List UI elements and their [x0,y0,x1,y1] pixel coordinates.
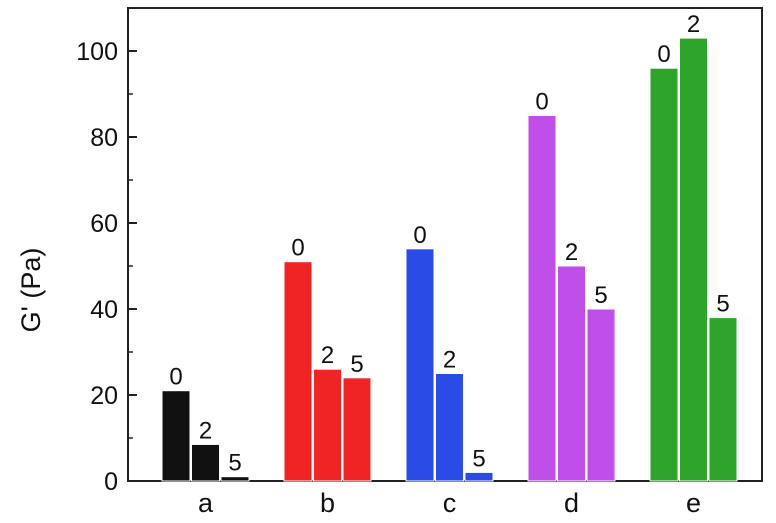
bar [342,377,372,482]
bar-data-label: 2 [443,347,456,374]
y-tick-label: 20 [90,382,118,410]
bar-data-label: 5 [594,282,607,309]
bar [191,443,220,482]
bar [220,476,250,482]
x-tick-label: d [564,488,579,518]
bar [649,67,679,482]
y-tick-label: 40 [90,296,118,324]
bar-data-label: 0 [535,89,548,116]
bar-data-label: 5 [350,351,363,378]
bar [283,261,313,482]
bar [527,115,557,482]
bar-data-label: 2 [321,342,334,369]
x-tick-label: c [443,488,457,518]
bar-data-label: 2 [565,239,578,266]
bar-data-label: 0 [657,41,670,68]
bar-data-label: 0 [291,235,304,262]
x-tick-label: a [198,488,214,518]
y-tick-label: 60 [90,210,118,238]
x-tick-label: b [320,488,335,518]
y-tick-label: 100 [76,38,118,66]
bar [464,471,494,482]
y-tick-label: 0 [104,468,118,496]
bar-data-label: 5 [228,450,241,477]
bar [405,248,435,482]
bar-data-label: 0 [169,364,182,391]
bar-data-label: 5 [472,445,485,472]
bar-data-label: 2 [199,417,212,444]
bar [557,265,586,482]
y-tick-label: 80 [90,124,118,152]
y-axis-title: G' (Pa) [16,248,46,333]
bar [161,390,191,482]
bar-data-label: 2 [687,11,700,38]
x-tick-label: e [686,488,701,518]
bar-data-label: 5 [716,291,729,318]
bar [708,317,738,482]
y-axis: 0 20 40 60 80 100 [76,38,137,496]
bar [313,368,342,482]
bar-data-label: 0 [413,222,426,249]
bar [435,373,464,482]
bar [586,308,616,482]
bar [679,37,708,482]
